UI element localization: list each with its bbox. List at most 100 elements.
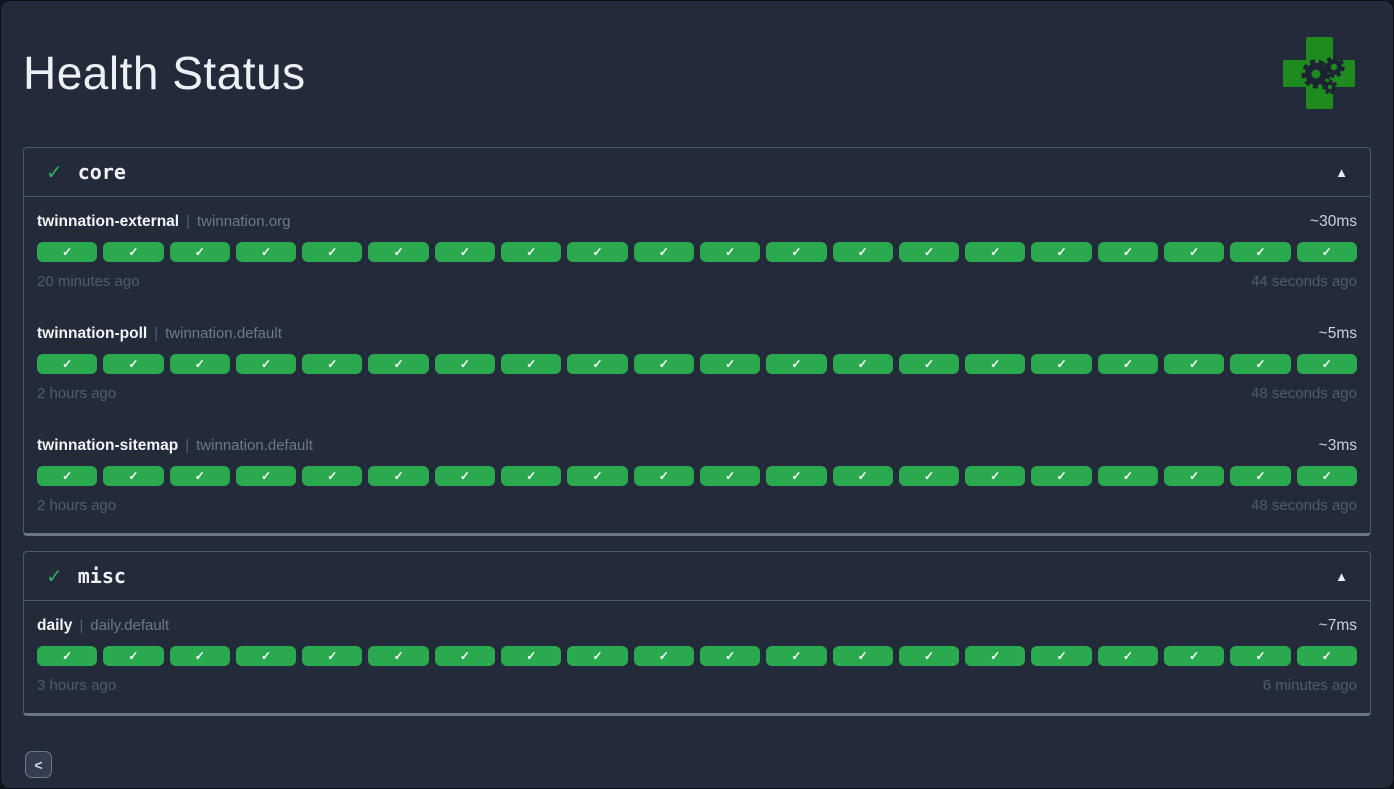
result-badge[interactable]: ✓ <box>103 646 164 666</box>
separator: | <box>186 213 191 230</box>
result-badge[interactable]: ✓ <box>699 242 761 262</box>
result-badge[interactable]: ✓ <box>501 354 562 374</box>
result-badge[interactable]: ✓ <box>368 646 429 666</box>
result-badge[interactable]: ✓ <box>1097 354 1159 374</box>
result-badge[interactable]: ✓ <box>898 354 960 374</box>
result-badge[interactable]: ✓ <box>501 242 562 262</box>
result-badge[interactable]: ✓ <box>633 466 694 486</box>
result-badge[interactable]: ✓ <box>633 354 694 374</box>
result-badge[interactable]: ✓ <box>567 646 628 666</box>
result-badge[interactable]: ✓ <box>235 354 297 374</box>
result-badge[interactable]: ✓ <box>1097 242 1159 262</box>
service-name: daily <box>37 617 73 634</box>
collapse-arrow-icon[interactable]: ▲ <box>1335 164 1348 180</box>
result-badge[interactable]: ✓ <box>368 466 429 486</box>
result-badge[interactable]: ✓ <box>633 242 694 262</box>
service-row: twinnation-external | twinnation.org ~30… <box>24 197 1370 309</box>
result-badge[interactable]: ✓ <box>898 466 960 486</box>
result-badge[interactable]: ✓ <box>1031 354 1092 374</box>
result-badge[interactable]: ✓ <box>567 354 628 374</box>
result-badge[interactable]: ✓ <box>965 466 1026 486</box>
collapse-arrow-icon[interactable]: ▲ <box>1335 568 1348 584</box>
result-badge[interactable]: ✓ <box>501 466 562 486</box>
result-badge[interactable]: ✓ <box>37 354 98 374</box>
service-oldest-timestamp: 20 minutes ago <box>37 273 140 290</box>
result-badge[interactable]: ✓ <box>103 242 164 262</box>
result-badge[interactable]: ✓ <box>1164 242 1225 262</box>
result-badge[interactable]: ✓ <box>832 242 893 262</box>
result-badge[interactable]: ✓ <box>368 242 429 262</box>
result-badge[interactable]: ✓ <box>368 354 429 374</box>
result-badge[interactable]: ✓ <box>302 466 363 486</box>
result-badge[interactable]: ✓ <box>302 242 363 262</box>
result-badge[interactable]: ✓ <box>1230 646 1291 666</box>
result-badge[interactable]: ✓ <box>567 466 628 486</box>
result-badge[interactable]: ✓ <box>699 354 761 374</box>
result-badge[interactable]: ✓ <box>766 466 827 486</box>
result-badge[interactable]: ✓ <box>1097 466 1159 486</box>
result-badge[interactable]: ✓ <box>1296 242 1357 262</box>
result-badge[interactable]: ✓ <box>169 354 230 374</box>
group-header[interactable]: ✓ core ▲ <box>24 148 1370 197</box>
service-group: ✓ misc ▲ daily | daily.default ~7ms ✓ ✓ ✓ ✓… <box>23 551 1371 716</box>
result-badge[interactable]: ✓ <box>567 242 628 262</box>
service-list: twinnation-external | twinnation.org ~30… <box>24 197 1370 533</box>
result-badge[interactable]: ✓ <box>1031 646 1092 666</box>
result-badge[interactable]: ✓ <box>434 242 496 262</box>
result-badge[interactable]: ✓ <box>832 466 893 486</box>
result-badge[interactable]: ✓ <box>1230 242 1291 262</box>
result-badge[interactable]: ✓ <box>965 646 1026 666</box>
result-badge[interactable]: ✓ <box>103 354 164 374</box>
back-button[interactable]: < <box>25 751 52 778</box>
service-latency: ~5ms <box>1318 325 1357 342</box>
service-key: twinnation.default <box>196 437 313 454</box>
timestamps-row: 3 hours ago 6 minutes ago <box>37 676 1357 695</box>
result-badge[interactable]: ✓ <box>501 646 562 666</box>
result-badge[interactable]: ✓ <box>434 354 496 374</box>
result-badge[interactable]: ✓ <box>235 466 297 486</box>
result-badge[interactable]: ✓ <box>1164 466 1225 486</box>
result-badge[interactable]: ✓ <box>1164 354 1225 374</box>
result-badge[interactable]: ✓ <box>434 646 496 666</box>
result-badge[interactable]: ✓ <box>1031 466 1092 486</box>
result-badge[interactable]: ✓ <box>37 466 98 486</box>
result-badge[interactable]: ✓ <box>633 646 694 666</box>
result-badge[interactable]: ✓ <box>766 242 827 262</box>
service-oldest-timestamp: 2 hours ago <box>37 497 117 514</box>
result-badge[interactable]: ✓ <box>1296 354 1357 374</box>
service-latency: ~30ms <box>1310 213 1357 230</box>
result-badge[interactable]: ✓ <box>898 242 960 262</box>
result-badge[interactable]: ✓ <box>766 354 827 374</box>
result-badge[interactable]: ✓ <box>1164 646 1225 666</box>
result-badge[interactable]: ✓ <box>169 242 230 262</box>
service-latency: ~3ms <box>1318 437 1357 454</box>
result-badge[interactable]: ✓ <box>766 646 827 666</box>
result-badge[interactable]: ✓ <box>699 466 761 486</box>
result-badge[interactable]: ✓ <box>169 646 230 666</box>
service-name: twinnation-sitemap <box>37 437 179 454</box>
result-badge[interactable]: ✓ <box>965 354 1026 374</box>
result-badge[interactable]: ✓ <box>1296 466 1357 486</box>
result-badge[interactable]: ✓ <box>169 466 230 486</box>
result-badge[interactable]: ✓ <box>1031 242 1092 262</box>
service-oldest-timestamp: 2 hours ago <box>37 385 117 402</box>
result-badge[interactable]: ✓ <box>1230 466 1291 486</box>
result-badge[interactable]: ✓ <box>1296 646 1357 666</box>
result-badge[interactable]: ✓ <box>302 646 363 666</box>
result-badge[interactable]: ✓ <box>1097 646 1159 666</box>
result-badge[interactable]: ✓ <box>832 646 893 666</box>
result-badge[interactable]: ✓ <box>699 646 761 666</box>
result-badge[interactable]: ✓ <box>103 466 164 486</box>
service-row: twinnation-sitemap | twinnation.default … <box>24 421 1370 533</box>
result-badge[interactable]: ✓ <box>235 242 297 262</box>
result-badge[interactable]: ✓ <box>235 646 297 666</box>
result-badge[interactable]: ✓ <box>37 646 98 666</box>
result-badge[interactable]: ✓ <box>434 466 496 486</box>
result-badge[interactable]: ✓ <box>37 242 98 262</box>
result-badge[interactable]: ✓ <box>965 242 1026 262</box>
result-badge[interactable]: ✓ <box>302 354 363 374</box>
group-header[interactable]: ✓ misc ▲ <box>24 552 1370 601</box>
result-badge[interactable]: ✓ <box>832 354 893 374</box>
result-badge[interactable]: ✓ <box>1230 354 1291 374</box>
result-badge[interactable]: ✓ <box>898 646 960 666</box>
